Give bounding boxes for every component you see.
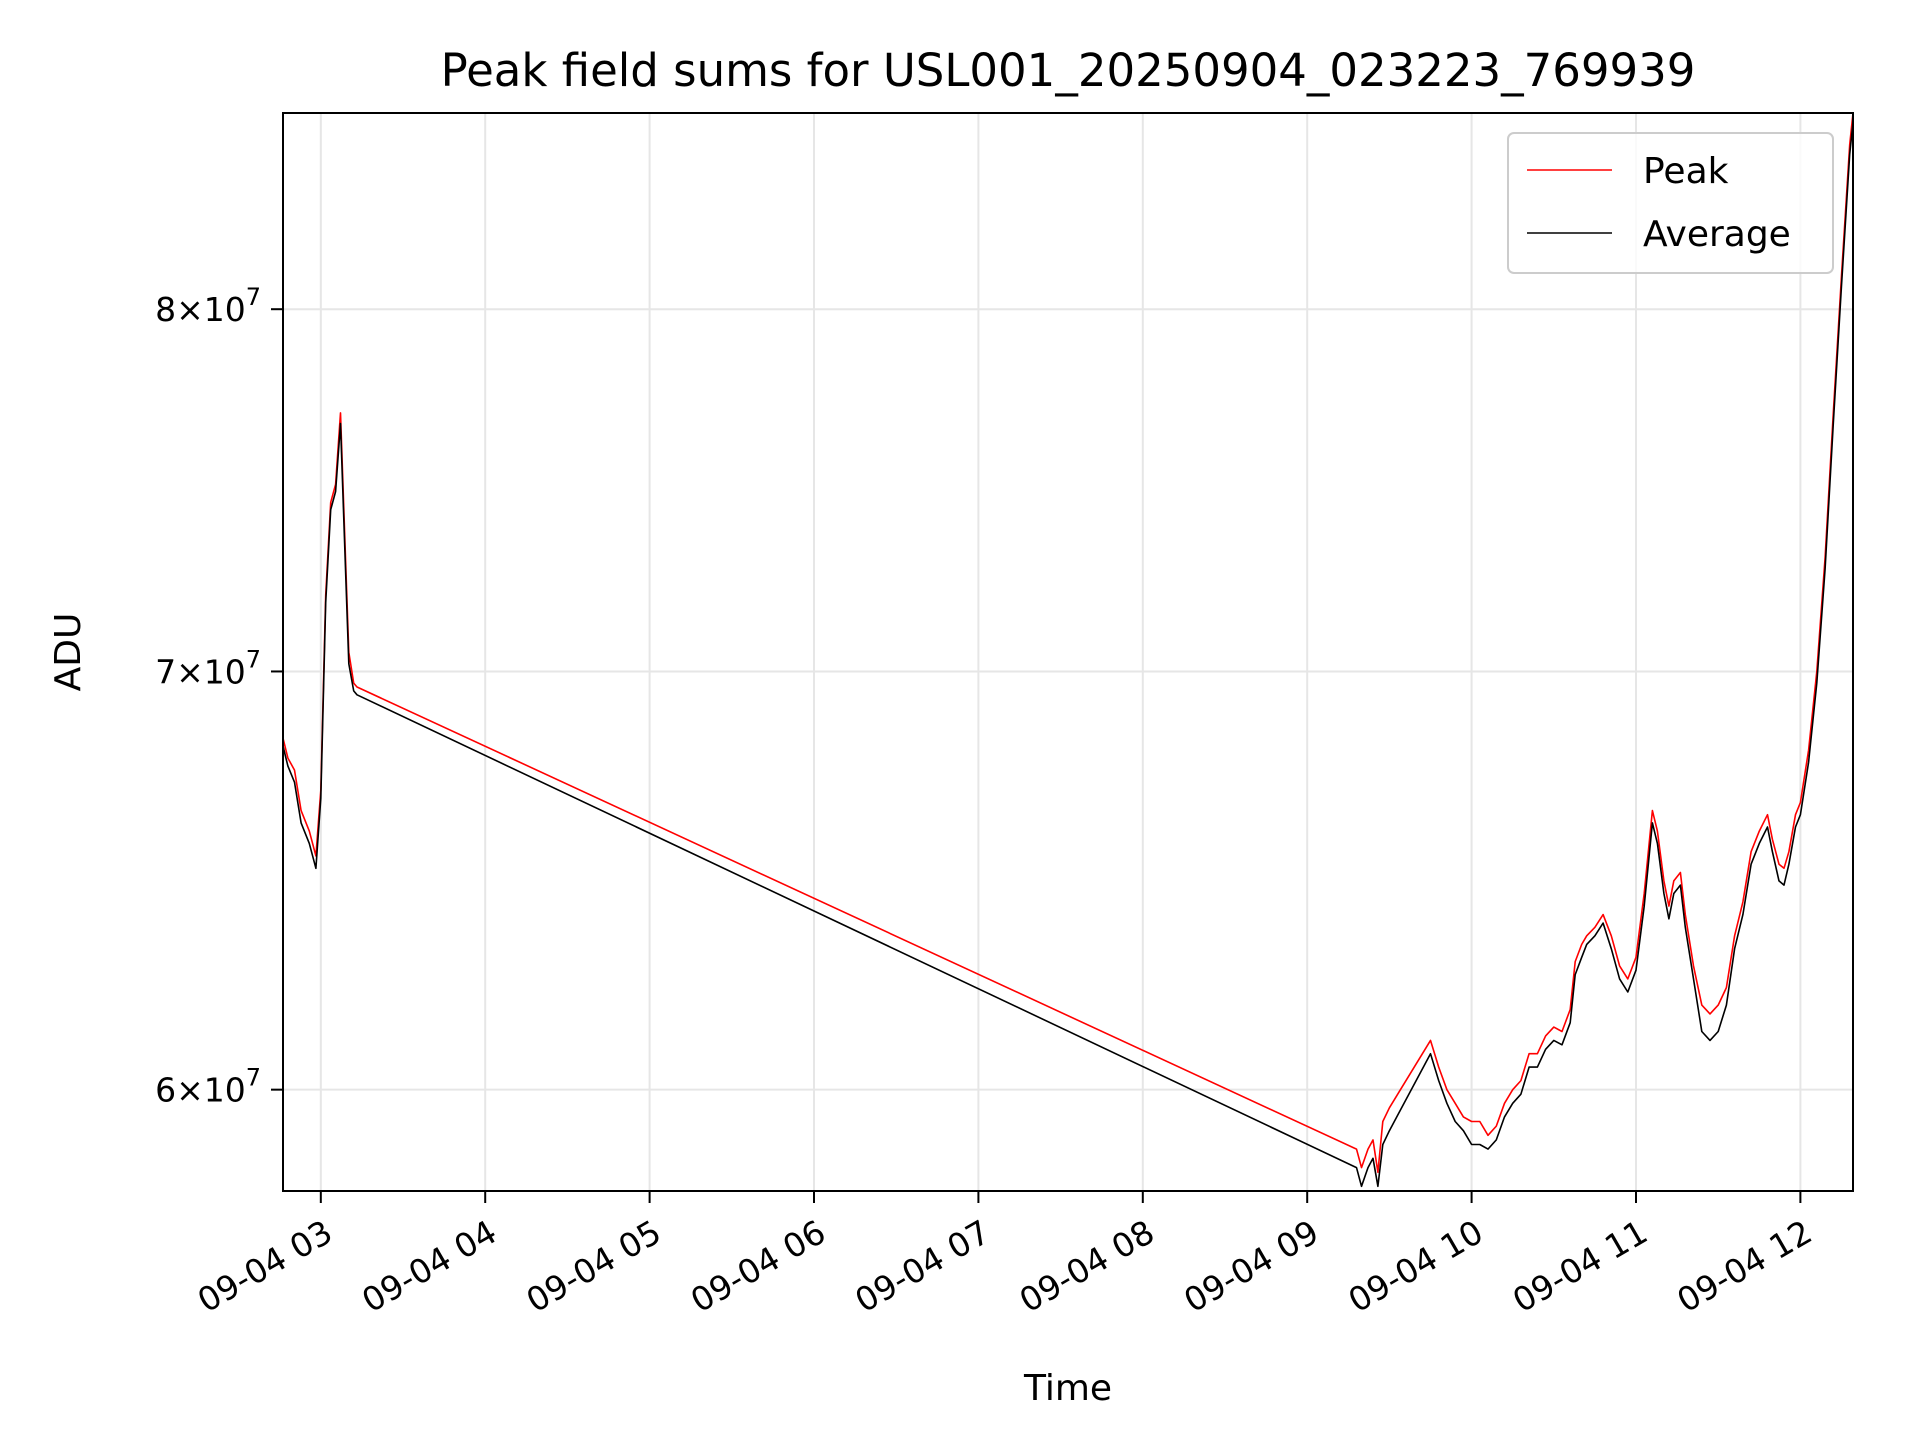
y-tick-base: 10 — [204, 1071, 246, 1110]
y-tick-label: 8×107 — [155, 283, 261, 329]
x-axis-label: Time — [1023, 1368, 1112, 1409]
y-axis-label: ADU — [48, 613, 89, 692]
y-tick-times: × — [176, 290, 204, 329]
y-tick-times: × — [176, 652, 204, 691]
plot-frame — [282, 112, 1854, 1192]
legend-label-average: Average — [1643, 214, 1791, 255]
y-tick-mantissa: 8 — [155, 290, 176, 329]
legend: Peak Average — [1507, 132, 1834, 274]
y-tick-label: 7×107 — [155, 645, 261, 691]
series-line-peak — [283, 113, 1853, 1174]
y-tick-base: 10 — [204, 290, 246, 329]
y-tick-base: 10 — [204, 652, 246, 691]
series-line-average — [283, 122, 1853, 1188]
y-tick-exponent: 7 — [246, 283, 261, 311]
y-tick-label: 6×107 — [155, 1064, 261, 1110]
plot-area — [283, 113, 1853, 1188]
legend-label-peak: Peak — [1643, 151, 1729, 192]
y-tick-mantissa: 6 — [155, 1071, 176, 1110]
y-tick-times: × — [176, 1071, 204, 1110]
chart-title: Peak field sums for USL001_20250904_0232… — [441, 44, 1696, 97]
legend-box — [1507, 132, 1834, 274]
y-tick-exponent: 7 — [246, 1064, 261, 1092]
y-tick-exponent: 7 — [246, 645, 261, 673]
y-tick-mantissa: 7 — [155, 652, 176, 691]
grid — [283, 113, 1853, 1191]
